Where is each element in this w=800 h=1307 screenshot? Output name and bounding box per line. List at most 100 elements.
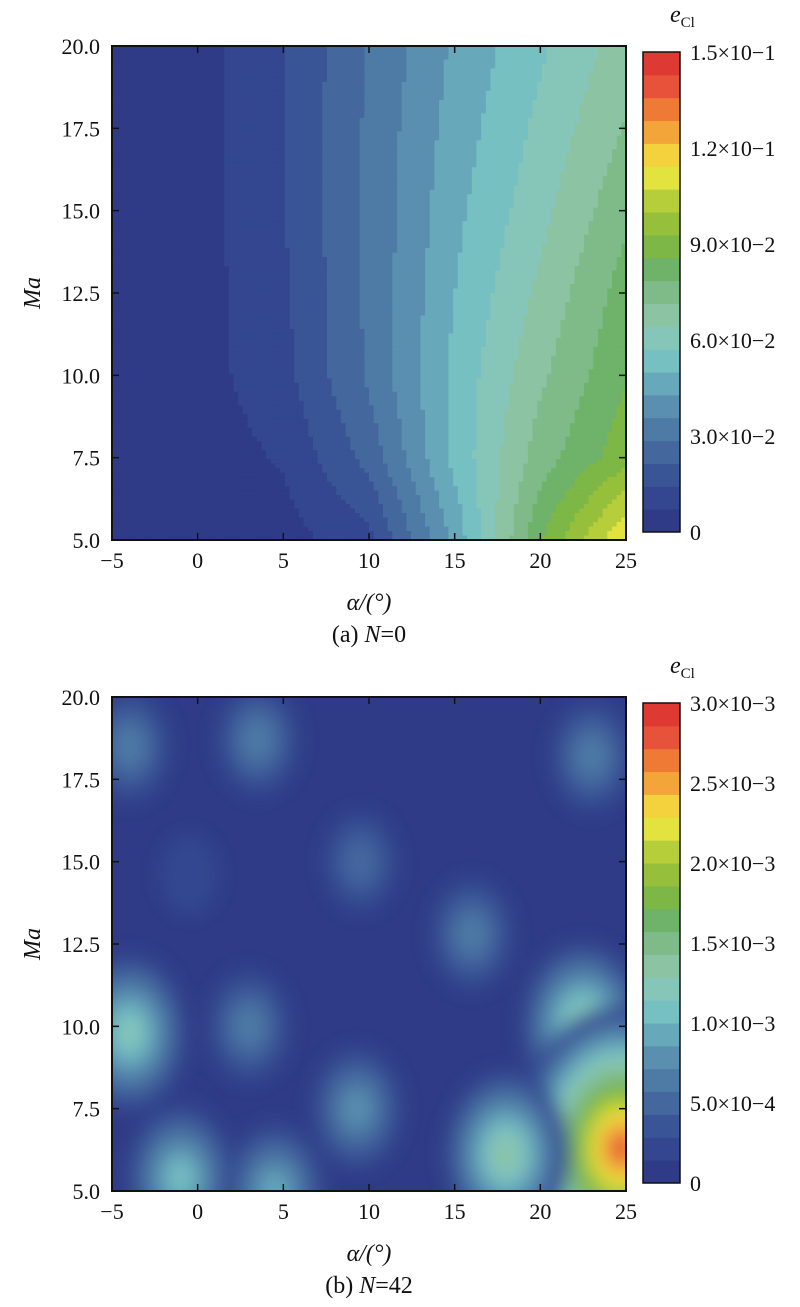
contour-cell (158, 140, 164, 146)
contour-cell (312, 212, 319, 218)
contour-cell (504, 108, 510, 114)
contour-cell (401, 203, 407, 209)
contour-cell (331, 108, 337, 114)
contour-cell (555, 77, 562, 83)
contour-cell (219, 46, 225, 52)
contour-cell (607, 158, 613, 164)
contour-cell (537, 198, 543, 204)
contour-cell (284, 248, 291, 254)
contour-cell (495, 185, 501, 191)
contour-cell (247, 86, 253, 92)
contour-cell (140, 230, 146, 236)
contour-cell (597, 158, 604, 164)
contour-cell (448, 194, 454, 200)
contour-cell (373, 239, 379, 245)
contour-cell (560, 198, 566, 204)
contour-cell (261, 225, 267, 231)
contour-cell (154, 81, 160, 88)
contour-cell (621, 171, 626, 177)
contour-cell (266, 126, 272, 132)
contour-cell (509, 72, 515, 79)
contour-cell (504, 144, 510, 150)
contour-cell (560, 162, 566, 168)
contour-cell (340, 198, 347, 204)
contour-cell (210, 212, 216, 218)
contour-cell (579, 207, 585, 213)
contour-cell (261, 126, 267, 132)
contour-cell (462, 230, 468, 236)
contour-cell (387, 104, 393, 110)
contour-cell (242, 162, 249, 168)
contour-cell (140, 63, 146, 70)
contour-cell (256, 104, 263, 110)
contour-cell (602, 203, 608, 209)
contour-cell (331, 149, 337, 155)
contour-cell (186, 140, 193, 146)
contour-cell (611, 216, 618, 222)
contour-cell (462, 144, 468, 150)
contour-cell (177, 176, 183, 182)
contour-cell (331, 239, 337, 245)
contour-cell (509, 162, 515, 168)
contour-cell (476, 203, 482, 209)
contour-cell (439, 90, 445, 96)
contour-cell (415, 189, 421, 195)
contour-cell (415, 122, 421, 128)
contour-cell (317, 144, 323, 150)
contour-cell (280, 203, 286, 209)
contour-cell (611, 126, 618, 132)
contour-cell (359, 225, 365, 231)
contour-cell (569, 54, 576, 61)
contour-cell (219, 176, 225, 182)
contour-cell (495, 212, 501, 218)
contour-cell (607, 221, 613, 227)
contour-cell (593, 239, 599, 245)
contour-cell (579, 135, 585, 141)
contour-cell (158, 50, 164, 56)
contour-cell (205, 185, 211, 191)
contour-cell (340, 207, 347, 213)
contour-cell (565, 212, 571, 218)
contour-cell (425, 189, 431, 195)
contour-cell (597, 46, 604, 52)
contour-cell (186, 46, 193, 52)
contour-cell (149, 108, 155, 114)
contour-cell (308, 230, 314, 236)
contour-cell (303, 122, 309, 128)
contour-cell (546, 216, 552, 222)
contour-cell (406, 221, 412, 227)
contour-cell (401, 90, 407, 96)
contour-cell (158, 86, 164, 92)
contour-cell (621, 50, 626, 56)
contour-cell (527, 225, 534, 231)
contour-cell (523, 59, 529, 65)
contour-cell (411, 162, 417, 168)
contour-cell (616, 162, 622, 168)
contour-cell (256, 122, 263, 128)
contour-cell (597, 153, 604, 159)
contour-cell (177, 135, 183, 141)
contour-cell (303, 198, 309, 204)
contour-cell (331, 90, 337, 96)
contour-cell (583, 158, 590, 164)
contour-cell (560, 216, 566, 222)
contour-cell (583, 144, 590, 150)
contour-cell (453, 54, 459, 61)
contour-cell (434, 198, 440, 204)
contour-cell (588, 95, 594, 101)
contour-cell (345, 216, 351, 222)
contour-cell (471, 108, 478, 114)
contour-cell (280, 77, 286, 83)
contour-cell (602, 59, 608, 65)
contour-cell (284, 126, 291, 132)
contour-cell (574, 216, 580, 222)
contour-cell (457, 180, 464, 186)
contour-cell (481, 68, 487, 74)
contour-cell (200, 194, 207, 200)
contour-cell (523, 180, 529, 186)
contour-cell (476, 189, 482, 195)
contour-cell (546, 198, 552, 204)
contour-cell (607, 225, 613, 231)
contour-cell (560, 81, 566, 88)
contour-cell (303, 221, 309, 227)
